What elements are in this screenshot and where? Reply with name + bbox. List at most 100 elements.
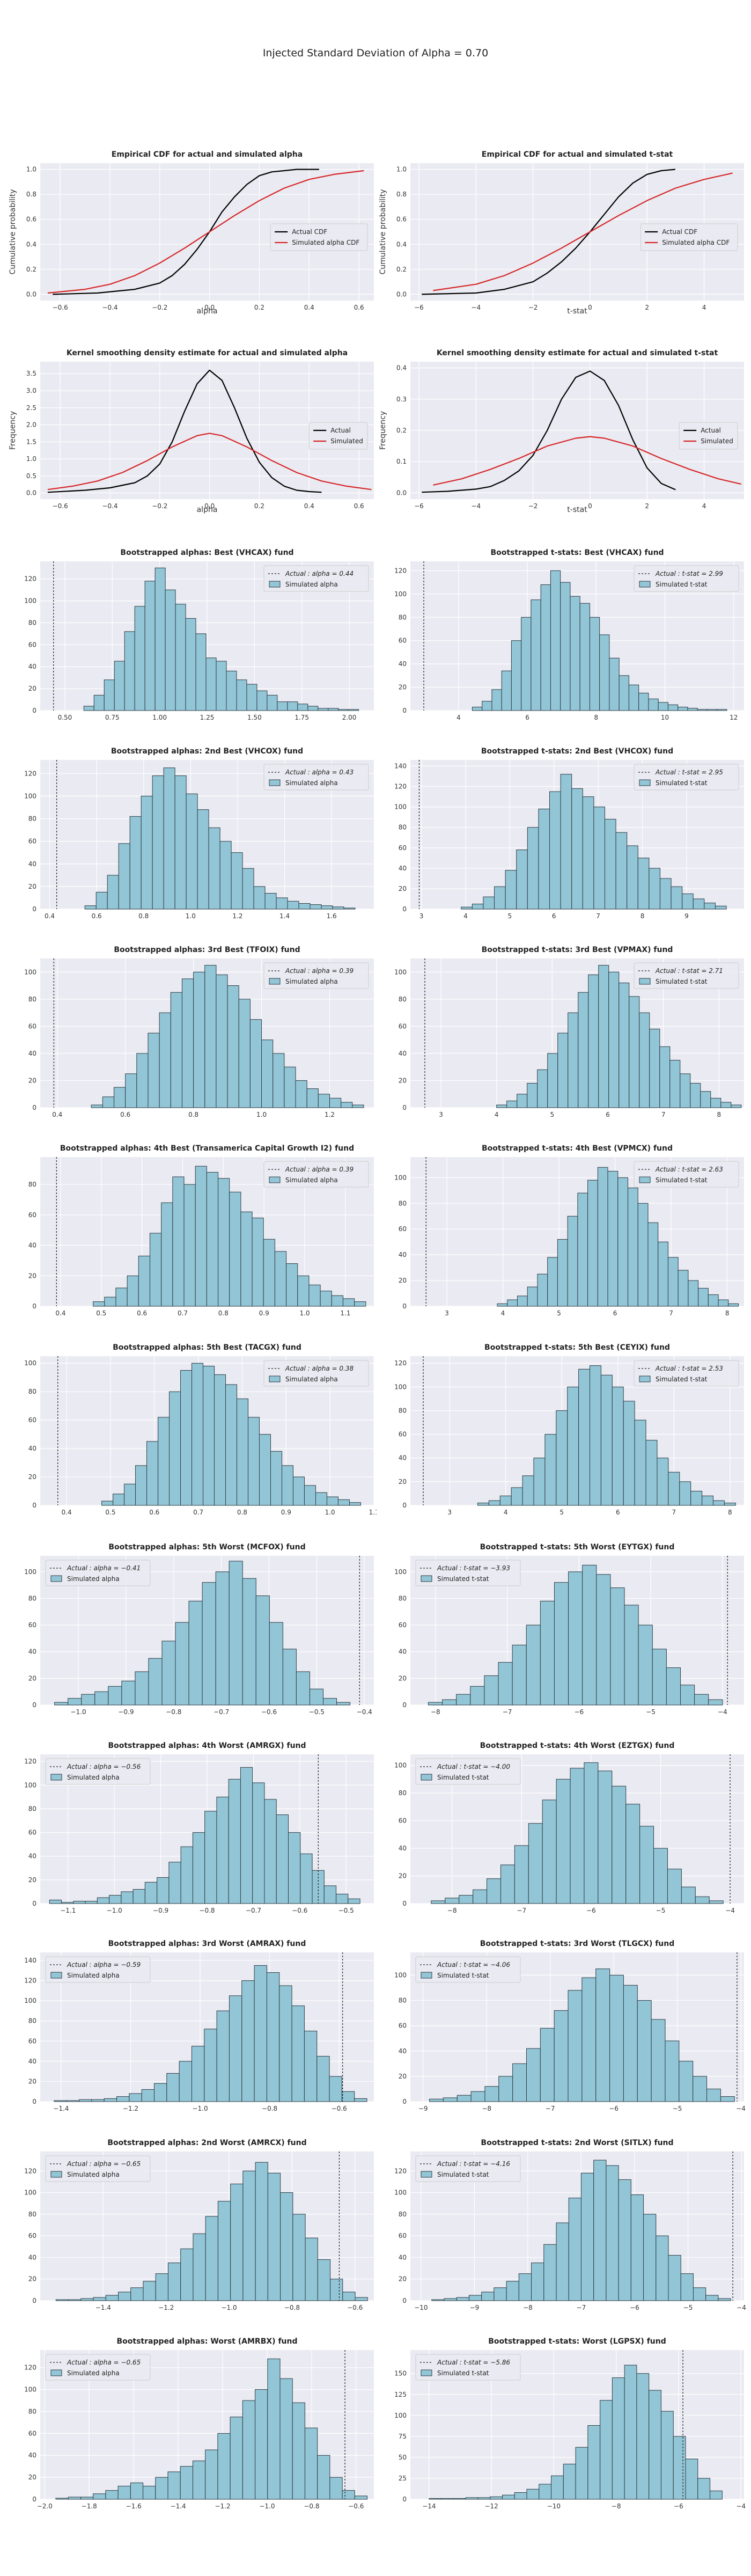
legend-box [415, 2354, 521, 2381]
histogram-bar [550, 570, 561, 711]
histogram-bar [518, 2273, 532, 2301]
histogram-bar [146, 1441, 159, 1506]
x-tick-label: 0.6 [120, 1111, 130, 1118]
y-tick-label: 100 [24, 792, 36, 800]
x-tick-label: 0.4 [304, 502, 314, 510]
y-tick-label: 0 [32, 1302, 36, 1310]
histogram-bar [570, 596, 580, 711]
legend-series-label: Simulated alpha [67, 1575, 120, 1583]
y-tick-label: 40 [399, 660, 407, 668]
histogram-bar [118, 843, 130, 910]
legend-series-label: Simulated t-stat [656, 1176, 708, 1184]
histogram-bar [624, 2365, 637, 2500]
legend-swatch [269, 1375, 281, 1382]
chart-5: Bootstrapped alphas: Best (VHCAX) fund 0.… [5, 543, 377, 731]
histogram-bar [172, 1176, 185, 1307]
histogram-bar [348, 709, 359, 711]
histogram-bar [682, 893, 694, 910]
x-tick-label: 10 [661, 714, 669, 721]
histogram-bar [144, 581, 156, 711]
histogram-bar [517, 1094, 528, 1108]
legend-series-label: Simulated alpha [285, 581, 338, 588]
histogram-bar [329, 2076, 342, 2102]
x-tick-label: −6 [414, 304, 424, 311]
histogram-bar [193, 2233, 206, 2301]
legend-label: Simulated [701, 437, 733, 445]
y-tick-label: 0 [402, 2496, 407, 2503]
histogram-bar [678, 1270, 689, 1307]
chart-20: Bootstrapped t-stats: 3rd Worst (TLGCX) … [376, 1934, 747, 2122]
series-line [53, 169, 319, 295]
histogram-bar [497, 1303, 508, 1307]
histogram-bar [638, 692, 649, 711]
histogram-bar [349, 1502, 361, 1506]
histogram-bar [578, 1368, 591, 1506]
histogram-bar [170, 992, 182, 1108]
x-tick-label: 8 [717, 1111, 721, 1118]
x-tick-label: −4 [737, 2304, 746, 2311]
histogram-bar [204, 2029, 217, 2102]
histogram-bar [587, 1180, 598, 1307]
x-tick-label: 5 [557, 1309, 561, 1317]
legend-box [640, 223, 738, 251]
histogram-bar [630, 2194, 644, 2301]
histogram-bar [579, 603, 590, 711]
legend-actual-label: Actual : t-stat = 2.53 [655, 1365, 723, 1372]
x-tick-label: 0.75 [105, 714, 120, 721]
histogram-bar [680, 1685, 695, 1706]
histogram-bar [637, 858, 650, 910]
y-tick-label: 0 [32, 905, 36, 913]
histogram-bar [343, 908, 356, 910]
histogram-bar [167, 2471, 181, 2500]
legend-series-label: Simulated alpha [285, 1375, 338, 1383]
histogram-bar [94, 1691, 109, 1706]
histogram-bar [456, 1694, 471, 1706]
chart-svg: Kernel smoothing density estimate for ac… [379, 349, 744, 514]
histogram-bar [557, 1033, 569, 1108]
histogram-bar [97, 1897, 110, 1904]
chart-svg: Bootstrapped t-stats: 2nd Worst (SITLX) … [394, 2139, 746, 2311]
histogram-bar [619, 675, 629, 711]
y-tick-label: 20 [28, 2077, 36, 2085]
histogram-bar [230, 2183, 244, 2301]
histogram-bar [706, 709, 718, 711]
histogram-bar [483, 896, 495, 910]
histogram-bar [617, 1177, 629, 1307]
y-tick-label: 1.0 [26, 166, 36, 173]
histogram-bar [180, 1846, 193, 1904]
histogram-bar [107, 875, 119, 910]
y-tick-label: 60 [28, 1022, 36, 1030]
chart-svg: Bootstrapped t-stats: 4th Best (VPMCX) f… [394, 1144, 744, 1317]
chart-title: Bootstrapped t-stats: Worst (LGPSX) fund [488, 2337, 666, 2346]
x-tick-label: −0.6 [332, 2105, 347, 2112]
histogram-bar [656, 2235, 669, 2301]
y-tick-label: 20 [28, 685, 36, 692]
histogram-bar [568, 1012, 579, 1108]
x-tick-label: 8 [594, 714, 598, 721]
histogram-bar [355, 2297, 368, 2301]
histogram-bar [533, 1458, 546, 1506]
histogram-bar [708, 1294, 719, 1307]
x-tick-label: −9 [418, 2105, 428, 2112]
y-tick-label: 0.1 [396, 458, 407, 465]
histogram-bar [254, 1965, 267, 2102]
histogram-bar [593, 807, 605, 910]
histogram-bar [499, 1495, 512, 1506]
y-tick-label: 100 [24, 1568, 36, 1576]
chart-title: Bootstrapped t-stats: 5th Worst (EYTGX) … [480, 1543, 675, 1552]
y-tick-label: 0.5 [26, 472, 36, 480]
histogram-bar [649, 868, 660, 910]
y-tick-label: 80 [28, 2211, 36, 2218]
y-tick-label: 100 [394, 590, 407, 598]
histogram-bar [637, 2000, 652, 2102]
histogram-bar [316, 2055, 330, 2102]
y-tick-label: 0.2 [26, 266, 36, 273]
x-tick-label: 3 [445, 1309, 449, 1317]
x-tick-label: 0.8 [218, 1309, 229, 1317]
x-tick-label: 0.4 [45, 912, 55, 920]
histogram-bar [465, 2497, 478, 2500]
x-axis-label: t-stat [567, 506, 587, 514]
histogram-bar [517, 1296, 528, 1307]
y-tick-label: 0.4 [396, 364, 407, 372]
histogram-bar [609, 657, 620, 711]
